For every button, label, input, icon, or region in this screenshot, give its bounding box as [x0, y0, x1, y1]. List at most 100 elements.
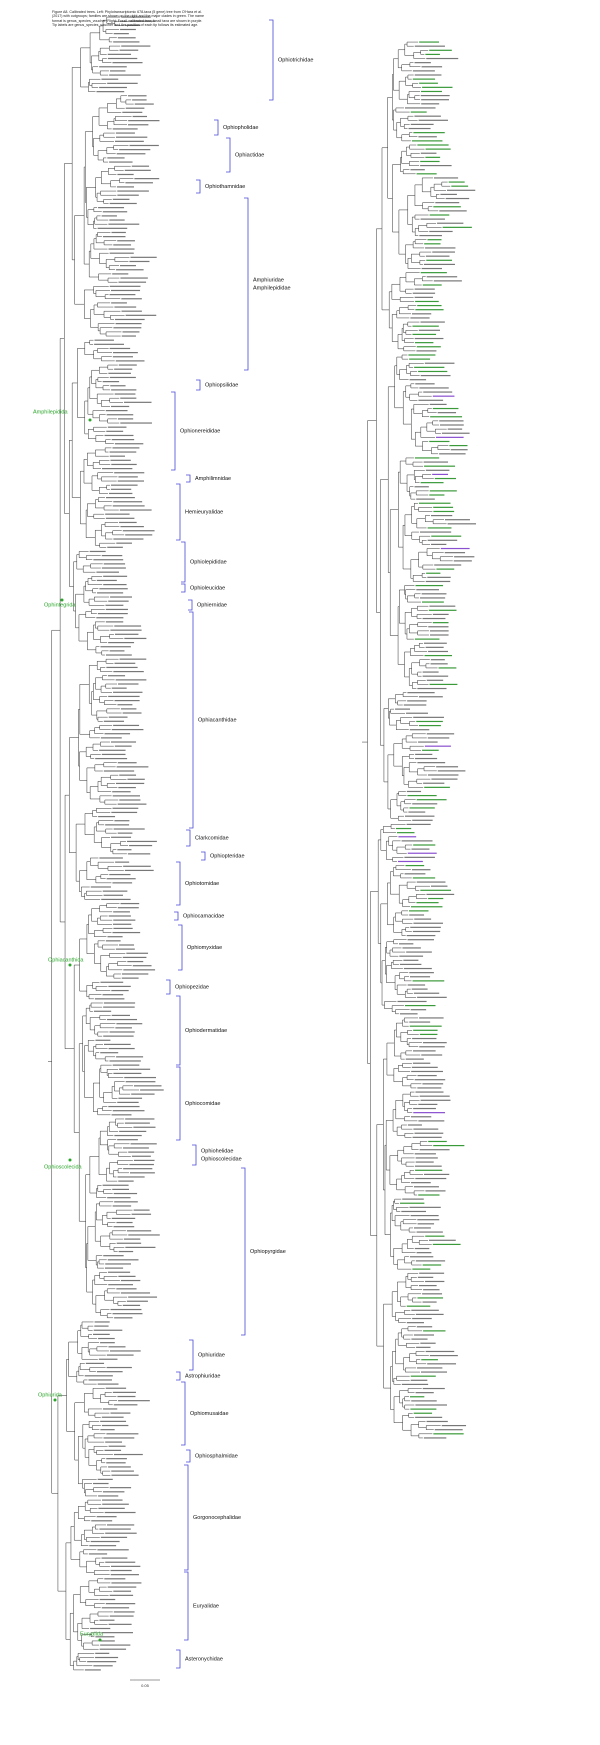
- tip-label: [419, 1033, 438, 1036]
- tip-label: [398, 836, 417, 838]
- tip-label: [420, 152, 437, 154]
- tip-label: [407, 700, 427, 702]
- tip-label: [422, 86, 453, 88]
- tip-label: [105, 410, 128, 412]
- tip-label: [125, 1081, 156, 1083]
- family-label: Ophiuridae: [198, 1352, 225, 1358]
- tip-label: [433, 206, 461, 208]
- tip-label: [115, 132, 135, 134]
- tip-label: [116, 153, 146, 155]
- tip-label: [426, 893, 455, 896]
- tip-label: [127, 853, 151, 855]
- tip-label: [418, 502, 451, 504]
- tip-label: [108, 985, 131, 988]
- tip-label: [100, 1052, 119, 1054]
- tip-label: [121, 335, 136, 337]
- tip-label: [409, 976, 431, 978]
- tip-label: [133, 1159, 155, 1162]
- tip-label: [104, 434, 134, 437]
- family-label: Ophiomusaidae: [190, 1411, 229, 1417]
- family-label: Ophioleucidae: [190, 585, 225, 591]
- tip-label: [416, 1252, 432, 1254]
- tip-label: [414, 1132, 444, 1134]
- tip-label: [109, 252, 134, 254]
- tip-label: [415, 1091, 444, 1093]
- tip-label: [417, 1367, 443, 1369]
- tip-label: [95, 1636, 115, 1638]
- tip-label: [422, 671, 439, 673]
- tip-label: [418, 1120, 445, 1122]
- tip-label: [99, 1598, 116, 1601]
- tip-label: [430, 416, 463, 418]
- tip-label: [108, 1105, 140, 1108]
- tip-label: [104, 1511, 136, 1514]
- tip-label: [122, 712, 142, 714]
- tip-label: [100, 1644, 131, 1646]
- tip-label: [410, 317, 430, 319]
- tip-label: [119, 1068, 151, 1070]
- tip-label: [122, 1304, 141, 1306]
- tip-label: [118, 476, 138, 478]
- tip-label: [111, 811, 138, 814]
- tip-label: [429, 49, 452, 51]
- tip-label: [401, 1210, 427, 1213]
- tip-label: [124, 24, 141, 26]
- tip-label: [119, 799, 141, 801]
- tip-label: [119, 149, 151, 151]
- tip-label: [409, 914, 425, 916]
- tip-label: [420, 94, 450, 97]
- tip-label: [422, 1301, 437, 1303]
- tip-label: [95, 1652, 110, 1654]
- tip-label: [120, 708, 137, 710]
- tip-label: [419, 531, 452, 533]
- family-label: Ophionereididae: [180, 428, 220, 434]
- clade-label: Ophintegrida: [44, 602, 76, 608]
- family-bracket: [201, 851, 206, 861]
- tip-label: [434, 564, 462, 566]
- tip-label: [109, 161, 133, 163]
- tip-label: [425, 247, 456, 249]
- tip-label: [413, 1128, 439, 1130]
- tip-label: [430, 514, 453, 517]
- tip-label: [114, 393, 136, 395]
- tip-label: [433, 1433, 464, 1435]
- tip-label: [398, 943, 414, 945]
- tip-label: [408, 127, 431, 130]
- tip-label: [126, 1230, 152, 1232]
- tip-label: [124, 401, 152, 403]
- tip-label: [116, 269, 144, 271]
- tip-label: [425, 1280, 445, 1283]
- tip-label: [111, 405, 130, 408]
- tip-label: [420, 1371, 448, 1373]
- caption: Figure A8. Calibrated trees. Left: Phylo…: [52, 10, 204, 28]
- tip-label: [407, 1124, 422, 1126]
- tip-label: [410, 906, 443, 908]
- tip-label: [432, 395, 455, 397]
- tip-label: [103, 1255, 124, 1257]
- tip-label: [421, 90, 442, 93]
- tip-label: [99, 857, 123, 859]
- tip-label: [108, 641, 135, 644]
- tip-label: [409, 1025, 442, 1027]
- tip-label: [103, 1035, 134, 1037]
- tip-label: [110, 70, 126, 72]
- tip-label: [397, 860, 423, 863]
- tip-label: [109, 219, 125, 221]
- tip-label: [422, 1293, 443, 1295]
- tip-label: [415, 1260, 446, 1262]
- tip-label: [419, 387, 449, 389]
- tip-label: [113, 1192, 138, 1195]
- tip-label: [425, 1190, 446, 1192]
- tip-label: [115, 140, 144, 142]
- tip-label: [414, 337, 444, 340]
- tip-label: [423, 263, 455, 266]
- tip-label: [415, 1157, 438, 1159]
- tip-label: [88, 1553, 108, 1555]
- tip-label: [408, 354, 436, 356]
- tip-label: [437, 770, 466, 772]
- tip-label: [423, 461, 449, 463]
- tip-label: [430, 663, 448, 665]
- tip-label: [111, 1582, 142, 1584]
- tip-label: [418, 370, 448, 373]
- tip-label: [412, 803, 438, 805]
